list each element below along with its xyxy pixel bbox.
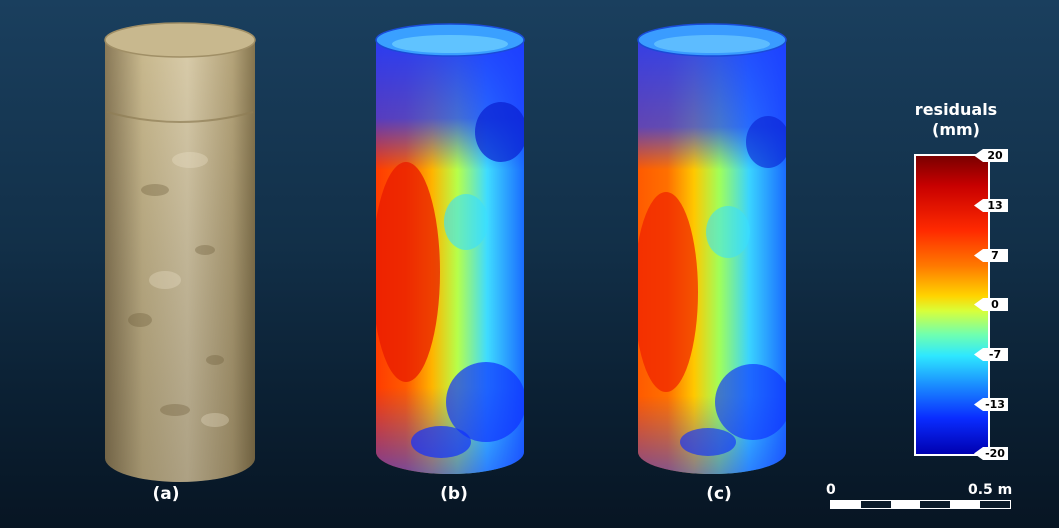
- residual-map-c: [637, 23, 787, 474]
- scalebar: [830, 500, 1011, 509]
- colorbar-title: residuals: [914, 100, 998, 119]
- scalebar-segment: [831, 501, 861, 508]
- scalebar-segment: [980, 501, 1010, 508]
- panel-label-c: (c): [706, 484, 732, 504]
- colorbar-tick-0: 0: [974, 298, 1008, 311]
- scalebar-segment: [920, 501, 951, 508]
- scalebar-segment: [890, 501, 921, 508]
- panel-label-a: (a): [152, 484, 180, 504]
- scalebar-segment: [950, 501, 981, 508]
- scalebar-end-label: 0.5 m: [968, 482, 1013, 498]
- colorbar-tick-neg13: -13: [974, 398, 1008, 411]
- colorbar-unit: (mm): [932, 120, 980, 139]
- scalebar-segment: [860, 501, 891, 508]
- colorbar-tick-13: 13: [974, 199, 1008, 212]
- panel-label-b: (b): [440, 484, 468, 504]
- colorbar-tick-neg20: -20: [974, 447, 1008, 460]
- colorbar-tick-20: 20: [974, 149, 1008, 162]
- colorbar-tick-neg7: -7: [974, 348, 1008, 361]
- scalebar-start-label: 0: [826, 482, 836, 498]
- stone-column-photo: [104, 22, 256, 482]
- residual-map-b: [375, 23, 525, 474]
- colorbar-tick-7: 7: [974, 249, 1008, 262]
